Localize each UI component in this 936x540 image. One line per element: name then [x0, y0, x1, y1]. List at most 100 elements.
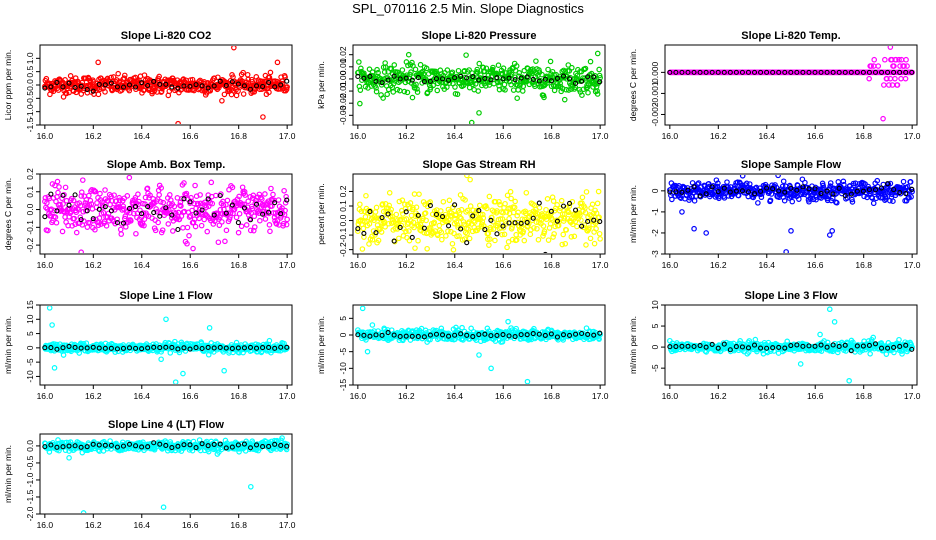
- data-point: [269, 203, 275, 209]
- data-point: [460, 219, 467, 225]
- data-point: [393, 211, 400, 218]
- data-point: [190, 219, 197, 226]
- black-point: [78, 217, 84, 223]
- panel-title: Slope Line 2 Flow: [433, 290, 526, 302]
- data-point: [374, 66, 380, 73]
- y-axis-label: ml/min per min.: [628, 316, 638, 374]
- data-point: [121, 72, 128, 79]
- black-point: [241, 83, 247, 89]
- data-point: [399, 197, 406, 203]
- data-point: [594, 200, 601, 207]
- data-point: [528, 336, 535, 343]
- black-point: [260, 345, 266, 351]
- black-point: [909, 186, 915, 192]
- outlier-point: [826, 232, 833, 238]
- data-point: [123, 209, 130, 215]
- black-point: [272, 84, 278, 90]
- figure-title: SPL_070116 2.5 Min. Slope Diagnostics: [352, 1, 584, 16]
- data-point: [266, 74, 273, 81]
- black-point: [860, 69, 866, 75]
- black-point: [102, 345, 108, 351]
- black-point: [488, 77, 494, 83]
- black-point: [266, 80, 272, 86]
- black-point: [733, 69, 739, 75]
- black-point: [866, 69, 872, 75]
- panel-title: Slope Sample Flow: [741, 159, 842, 171]
- black-point: [830, 342, 836, 348]
- data-point: [373, 88, 380, 95]
- black-point: [679, 189, 685, 195]
- data-point: [473, 207, 480, 214]
- data-point: [458, 215, 464, 222]
- x-tick-label: 16.6: [807, 260, 824, 270]
- black-point: [72, 85, 78, 91]
- black-point: [548, 331, 554, 337]
- x-tick-label: 16.0: [662, 260, 679, 270]
- data-point: [439, 236, 445, 243]
- data-point: [362, 214, 369, 220]
- data-point: [490, 64, 496, 71]
- black-point: [391, 238, 397, 244]
- data-point: [486, 193, 493, 200]
- black-point: [788, 342, 794, 349]
- y-tick-label: -0.5: [25, 91, 35, 106]
- black-point: [715, 345, 721, 351]
- data-point: [401, 88, 408, 95]
- data-point: [746, 338, 753, 344]
- data-point: [62, 76, 68, 83]
- black-point: [260, 83, 266, 90]
- data-points: [42, 46, 290, 124]
- data-point: [359, 246, 366, 252]
- outlier-point: [846, 377, 852, 384]
- data-point: [474, 69, 481, 76]
- black-point: [854, 188, 860, 194]
- data-point: [431, 219, 438, 226]
- data-point: [495, 62, 502, 68]
- outlier-point: [95, 59, 101, 66]
- black-point: [355, 73, 361, 79]
- data-point: [484, 205, 490, 212]
- data-point: [78, 189, 85, 195]
- data-point: [155, 219, 161, 226]
- black-point: [482, 331, 488, 337]
- black-point: [512, 333, 518, 340]
- data-point: [440, 72, 447, 79]
- data-point: [597, 236, 603, 242]
- data-point: [541, 228, 548, 235]
- black-point: [506, 75, 512, 81]
- black-point: [560, 73, 567, 79]
- black-point: [72, 344, 78, 351]
- y-tick-label: -0.01: [338, 81, 348, 101]
- x-tick-label: 16.0: [37, 391, 54, 401]
- data-point: [198, 222, 205, 229]
- data-point: [445, 228, 451, 234]
- data-point: [390, 80, 397, 87]
- data-point: [120, 206, 127, 212]
- data-point: [414, 89, 421, 95]
- data-point: [497, 79, 504, 85]
- black-point: [866, 342, 872, 348]
- black-point: [54, 80, 60, 86]
- data-point: [363, 192, 369, 199]
- data-point: [171, 203, 178, 210]
- black-point: [266, 344, 272, 350]
- data-point: [518, 223, 525, 230]
- data-point: [209, 200, 216, 207]
- data-point: [550, 234, 556, 240]
- data-point: [444, 84, 450, 90]
- x-tick-label: 16.4: [133, 260, 150, 270]
- data-point: [396, 198, 403, 205]
- black-point: [108, 80, 114, 86]
- data-point: [363, 337, 369, 343]
- x-tick-label: 16.8: [230, 391, 247, 401]
- data-point: [871, 56, 878, 63]
- black-point: [373, 230, 379, 236]
- data-point: [870, 334, 877, 341]
- data-point: [427, 199, 433, 205]
- black-point: [163, 81, 169, 87]
- data-point: [887, 180, 894, 187]
- black-point: [385, 330, 391, 336]
- x-tick-label: 16.2: [85, 260, 102, 270]
